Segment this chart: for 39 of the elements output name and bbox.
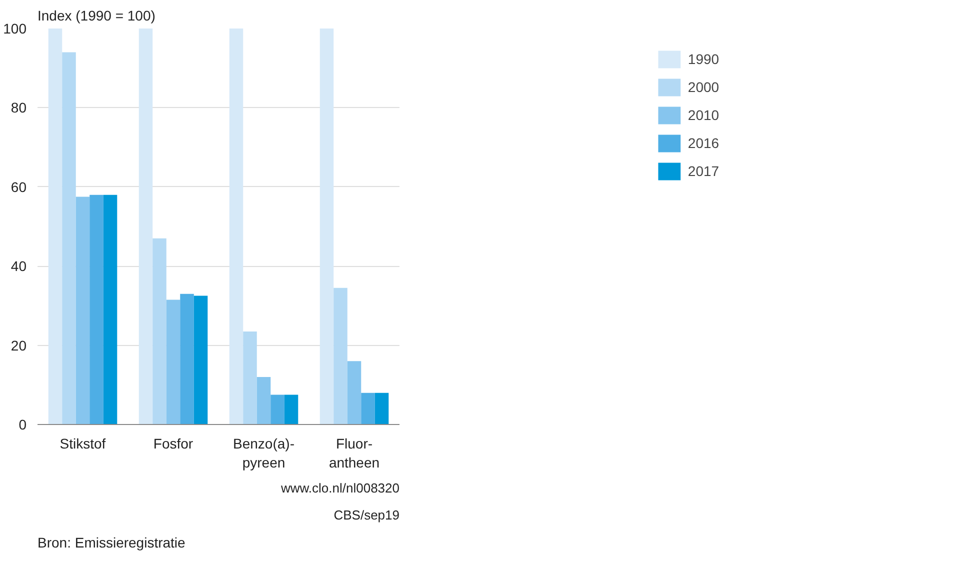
y-axis-title: Index (1990 = 100) (38, 8, 156, 24)
x-tick-label: Benzo(a)- pyreen (233, 436, 295, 471)
bar (284, 394, 298, 424)
bar (229, 28, 244, 424)
y-tick-label: 20 (10, 337, 27, 354)
text: www.clo.nl/nl008320 (280, 480, 400, 496)
y-tick-label: 40 (10, 258, 27, 274)
bar (62, 52, 76, 424)
y-tick-label: 100 (3, 20, 27, 36)
bar (138, 28, 153, 424)
bar (243, 331, 257, 424)
x-tick-label: Fluor- antheen (328, 436, 380, 471)
bar (374, 392, 389, 424)
bar (90, 194, 104, 424)
bar (320, 28, 334, 424)
text: Bron: Emissieregistratie (38, 534, 186, 550)
bar (361, 392, 375, 424)
bar (180, 294, 194, 424)
y-tick-label: 80 (10, 100, 27, 116)
text: CBS/sep19 (334, 508, 400, 522)
legend-label: 2016 (688, 135, 720, 151)
bar (270, 394, 284, 424)
y-tick-label: 60 (10, 178, 27, 195)
legend-label: 2017 (688, 163, 720, 179)
bar (256, 376, 271, 424)
legend-label: 2000 (688, 79, 720, 95)
bar (166, 300, 180, 424)
y-tick-label: 0 (18, 416, 27, 432)
bar (152, 238, 166, 424)
bar (103, 194, 118, 424)
x-tick-label: Stikstof (60, 436, 106, 452)
legend-label: 2010 (688, 107, 720, 123)
bar (194, 296, 208, 424)
bar (76, 196, 90, 424)
bar (48, 28, 62, 424)
bar (334, 288, 348, 424)
legend-label: 1990 (688, 51, 720, 67)
x-tick-label: Fosfor (153, 436, 194, 452)
bar (347, 361, 362, 424)
